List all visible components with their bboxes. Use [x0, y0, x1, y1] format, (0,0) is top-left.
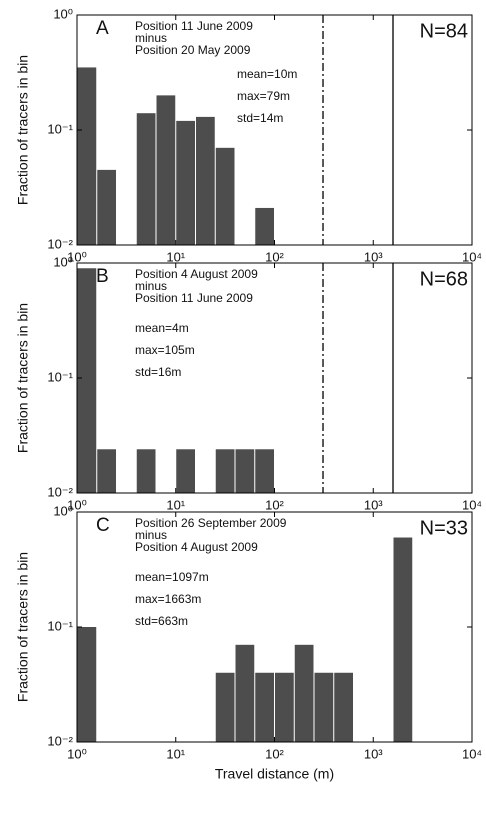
stat-label: mean=1097m [135, 570, 209, 584]
stat-label: std=16m [135, 365, 181, 379]
stat-label: mean=10m [237, 67, 297, 81]
bar [235, 644, 255, 742]
bar [334, 672, 354, 742]
bar [77, 67, 97, 245]
x-tick-label: 10³ [364, 746, 383, 761]
annotation: minus [135, 31, 167, 45]
y-tick-label: 10⁰ [53, 503, 73, 518]
x-tick-label: 10⁰ [67, 497, 87, 512]
annotation: Position 20 May 2009 [135, 43, 251, 57]
x-tick-label: 10³ [364, 497, 383, 512]
panel-label: B [96, 266, 109, 287]
bar [275, 672, 294, 742]
bar [215, 147, 235, 245]
x-tick-label: 10⁴ [462, 249, 482, 264]
bar [77, 268, 97, 493]
annotation: Position 11 June 2009 [135, 291, 253, 305]
bar [294, 644, 314, 742]
annotation: Position 4 August 2009 [135, 267, 258, 281]
bar [196, 116, 215, 245]
bar [314, 672, 334, 742]
bar [136, 449, 156, 493]
y-tick-label: 10⁻¹ [47, 369, 73, 384]
n-label: N=68 [420, 268, 468, 290]
annotation: Position 11 June 2009 [135, 19, 253, 33]
x-tick-label: 10² [265, 746, 284, 761]
x-axis-label: Travel distance (m) [215, 766, 334, 782]
x-tick-label: 10¹ [166, 746, 185, 761]
bar [176, 120, 196, 245]
x-tick-label: 10¹ [166, 497, 185, 512]
y-axis-label: Fraction of tracers in bin [15, 303, 31, 453]
panel-label: C [96, 515, 110, 536]
y-axis-label: Fraction of tracers in bin [15, 552, 31, 702]
annotation: Position 4 August 2009 [135, 540, 258, 554]
x-tick-label: 10⁰ [67, 249, 87, 264]
x-tick-label: 10⁴ [462, 497, 482, 512]
bar [176, 449, 196, 493]
stat-label: max=105m [135, 343, 195, 357]
bar [255, 449, 274, 493]
y-tick-label: 10⁻² [47, 733, 73, 748]
x-tick-label: 10² [265, 249, 284, 264]
bar [255, 207, 274, 245]
n-label: N=84 [420, 20, 468, 42]
y-tick-label: 10⁻² [47, 484, 73, 499]
annotation: minus [135, 528, 167, 542]
n-label: N=33 [420, 517, 468, 539]
bar [393, 537, 413, 742]
bar [215, 672, 235, 742]
bar [156, 95, 176, 245]
bar [235, 449, 255, 493]
x-tick-label: 10⁰ [67, 746, 87, 761]
bar [215, 449, 235, 493]
y-tick-label: 10⁻¹ [47, 618, 73, 633]
y-tick-label: 10⁻¹ [47, 121, 73, 136]
annotation: Position 26 September 2009 [135, 516, 287, 530]
stat-label: max=1663m [135, 592, 201, 606]
x-tick-label: 10² [265, 497, 284, 512]
y-tick-label: 10⁰ [53, 6, 73, 21]
x-tick-label: 10⁴ [462, 746, 482, 761]
y-tick-label: 10⁻² [47, 236, 73, 251]
annotation: minus [135, 279, 167, 293]
bar [97, 449, 117, 493]
stat-label: max=79m [237, 89, 290, 103]
stat-label: std=663m [135, 614, 188, 628]
stat-label: mean=4m [135, 321, 189, 335]
bar [77, 627, 97, 742]
bar [255, 672, 274, 742]
stat-label: std=14m [237, 111, 283, 125]
bar [97, 169, 117, 245]
bar [136, 113, 156, 245]
y-axis-label: Fraction of tracers in bin [15, 55, 31, 205]
x-tick-label: 10¹ [166, 249, 185, 264]
panel-label: A [96, 18, 109, 39]
y-tick-label: 10⁰ [53, 254, 73, 269]
x-tick-label: 10³ [364, 249, 383, 264]
